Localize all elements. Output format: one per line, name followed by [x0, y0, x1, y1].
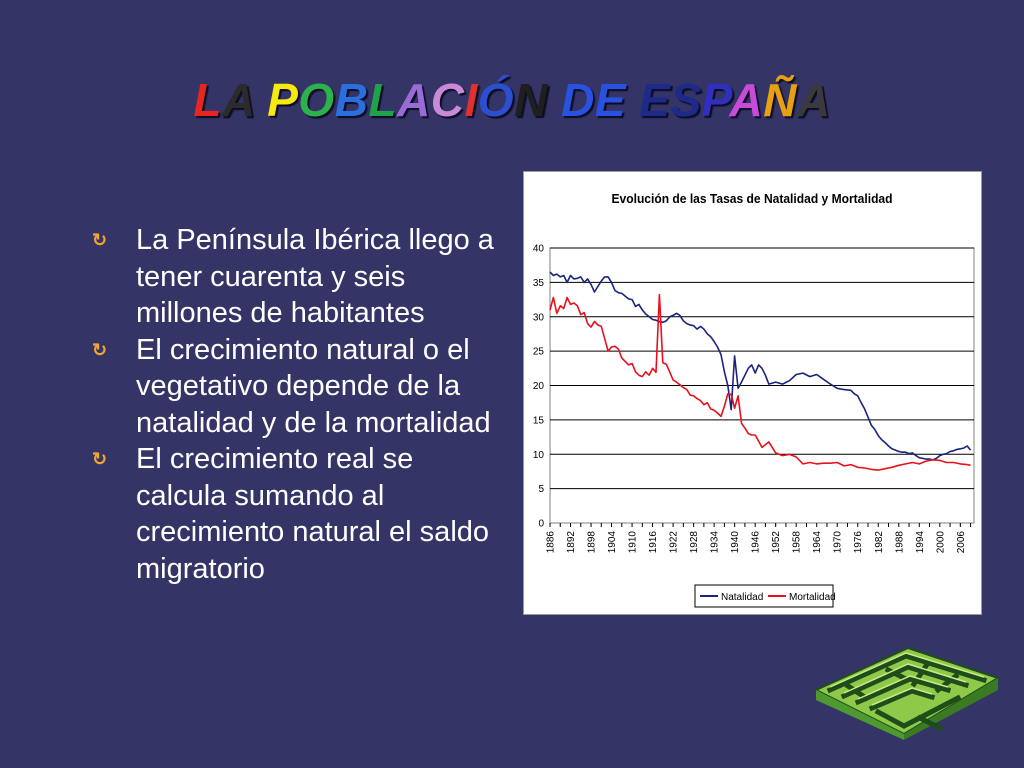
title-letter: N: [514, 74, 548, 126]
chart-title: Evolución de las Tasas de Natalidad y Mo…: [612, 192, 893, 206]
title-letter: A: [729, 74, 764, 126]
title-letter: L: [193, 74, 222, 126]
title-letter: P: [701, 74, 730, 126]
bullet-item: ↻ La Península Ibérica llego a tener cuar…: [92, 222, 502, 332]
title-letter: [254, 74, 267, 126]
bullet-item: ↻ El crecimiento real se calcula sumando …: [92, 441, 502, 587]
x-tick-label: 2000: [935, 531, 946, 554]
bullet-item: ↻ El crecimiento natural o el vegetativo …: [92, 332, 502, 442]
y-tick-label: 0: [538, 519, 544, 530]
x-tick-label: 1976: [853, 531, 864, 554]
page-title: LA POBLACIÓN DE ESPAÑA: [0, 72, 1024, 128]
title-letter: Ñ: [763, 74, 797, 126]
title-letter: A: [221, 74, 254, 126]
title-letter: [626, 74, 639, 126]
bullet-text: La Península Ibérica llego a tener cuare…: [136, 224, 494, 329]
legend-box: [694, 584, 834, 608]
x-tick-label: 1994: [915, 531, 926, 554]
bullet-text: El crecimiento natural o el vegetativo d…: [136, 333, 491, 439]
title-letter: O: [298, 74, 335, 126]
legend-label: Mortalidad: [789, 592, 836, 603]
x-tick-label: 1922: [669, 531, 680, 554]
y-tick-label: 40: [533, 244, 545, 255]
x-tick-label: 1910: [628, 531, 639, 554]
x-tick-label: 1988: [894, 531, 905, 554]
y-tick-label: 5: [538, 484, 544, 495]
title-letter: L: [368, 74, 398, 126]
title-letter: P: [267, 74, 299, 126]
maze-clipart: [813, 646, 1001, 740]
bullet-arrow-icon: ↻: [92, 449, 108, 469]
x-tick-label: 1946: [751, 531, 762, 554]
x-tick-label: 1886: [546, 531, 557, 554]
x-tick-label: 1898: [587, 531, 598, 554]
y-tick-label: 20: [533, 381, 545, 392]
title-letter: [548, 74, 561, 126]
title-letter: B: [334, 74, 369, 126]
bullet-list: ↻ La Península Ibérica llego a tener cuar…: [92, 222, 502, 587]
series-line-natalidad: [549, 271, 972, 461]
x-tick-label: 1904: [607, 531, 618, 554]
x-tick-label: 1916: [648, 531, 659, 554]
x-tick-label: 1940: [730, 531, 741, 554]
x-tick-label: 1892: [566, 531, 577, 554]
x-tick-label: 1982: [874, 531, 885, 554]
title-letter: Ó: [477, 74, 515, 126]
title-letter: S: [670, 74, 702, 126]
chart-panel: Evolución de las Tasas de Natalidad y Mo…: [523, 171, 982, 615]
x-tick-label: 2006: [956, 531, 967, 554]
bullet-arrow-icon: ↻: [92, 339, 108, 360]
title-letter: I: [464, 74, 478, 126]
title-letter: E: [639, 74, 671, 126]
x-tick-label: 1952: [771, 531, 782, 554]
bullet-text: El crecimiento real se calcula sumando a…: [136, 443, 490, 585]
bullet-arrow-icon: ↻: [92, 230, 108, 250]
legend-label: Natalidad: [721, 592, 763, 603]
y-tick-label: 25: [533, 347, 545, 358]
x-tick-label: 1928: [689, 531, 700, 554]
title-letter: E: [594, 74, 627, 126]
title-letter: C: [430, 74, 465, 126]
series-line-mortalidad: [549, 293, 971, 471]
title-letter: D: [561, 74, 595, 126]
y-tick-label: 15: [533, 415, 545, 426]
x-tick-label: 1970: [833, 531, 844, 554]
y-tick-label: 30: [533, 312, 545, 323]
y-tick-label: 35: [533, 278, 545, 289]
title-letter: A: [796, 74, 831, 126]
y-tick-label: 10: [533, 450, 545, 461]
x-tick-label: 1958: [792, 531, 803, 554]
x-tick-label: 1964: [812, 531, 823, 554]
title-letter: A: [397, 74, 431, 126]
x-tick-label: 1934: [710, 531, 721, 554]
line-chart: Evolución de las Tasas de Natalidad y Mo…: [533, 192, 975, 608]
